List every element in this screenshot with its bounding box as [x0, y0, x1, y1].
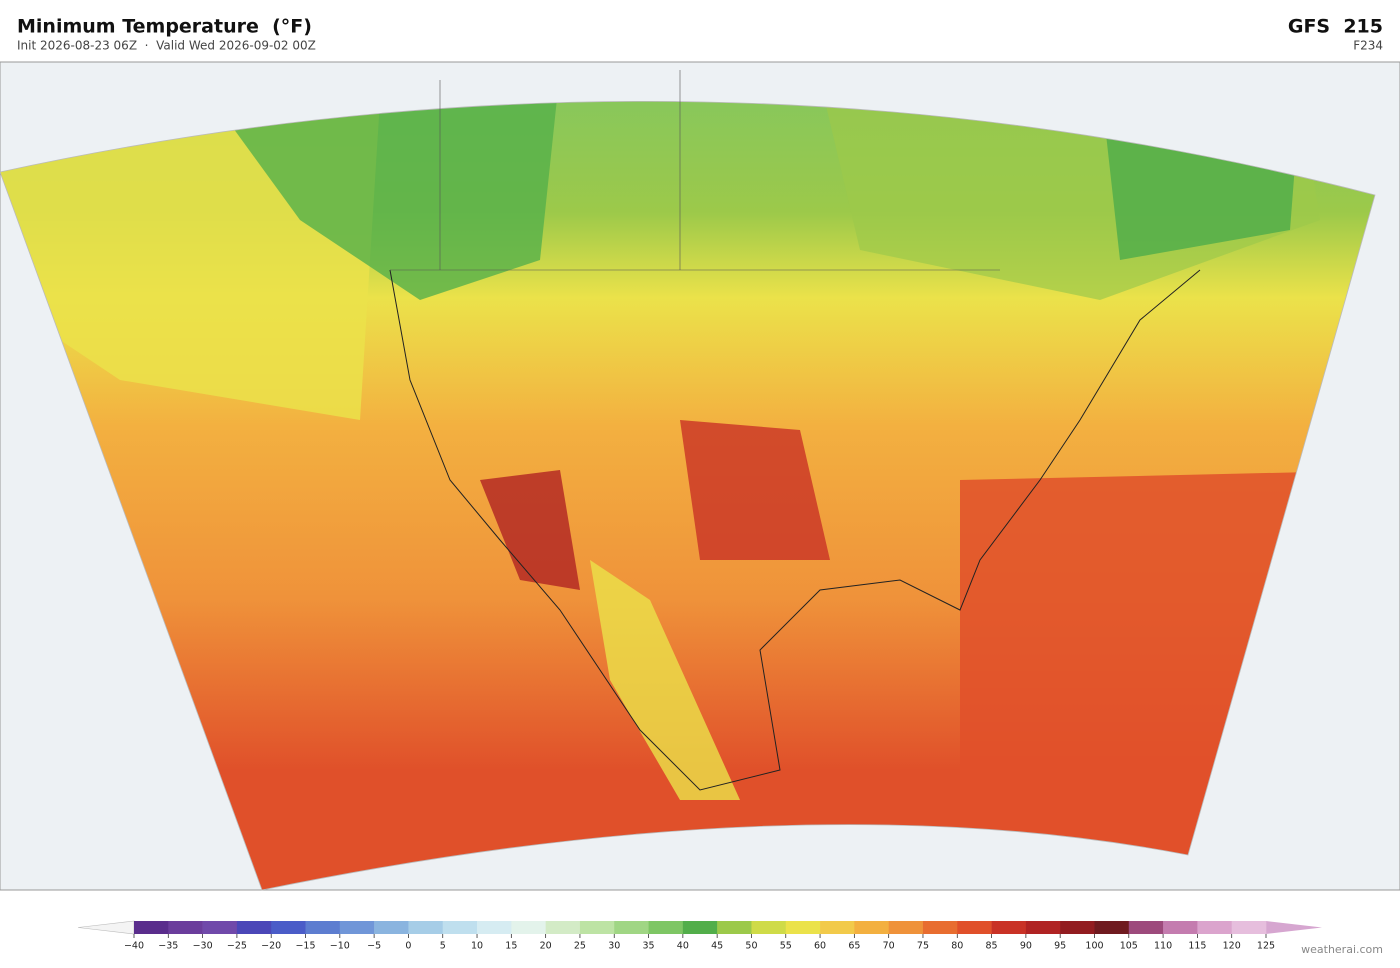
colorbar-tick-label: 70 — [883, 941, 895, 952]
colorbar-tick-label: 0 — [405, 941, 411, 952]
colorbar-segment — [820, 921, 855, 934]
colorbar-segment — [1128, 921, 1164, 934]
colorbar-segment — [271, 921, 306, 934]
colorbar-tick-label: 85 — [986, 941, 998, 952]
map-subtitle: Init 2026-08-23 06Z · Valid Wed 2026-09-… — [17, 39, 316, 53]
colorbar-tick-label: 80 — [951, 941, 963, 952]
colorbar-tick-label: 25 — [574, 941, 586, 952]
colorbar-segment — [545, 921, 581, 934]
colorbar-segment — [1197, 921, 1232, 934]
colorbar-segment — [854, 921, 889, 934]
colorbar-tick-label: −5 — [367, 941, 381, 952]
forecast-hour: F234 — [1353, 39, 1383, 53]
colorbar-tick-label: 65 — [848, 941, 860, 952]
colorbar-tick-label: −15 — [295, 941, 315, 952]
colorbar-tick-label: 45 — [711, 941, 723, 952]
colorbar-tick-label: 15 — [505, 941, 517, 952]
colorbar-tick-label: −20 — [261, 941, 281, 952]
colorbar-tick-label: 30 — [608, 941, 620, 952]
colorbar-tick-label: −10 — [330, 941, 350, 952]
colorbar-segment — [236, 921, 272, 934]
colorbar-tick-label: 125 — [1257, 941, 1275, 952]
colorbar-tick-label: −40 — [124, 941, 144, 952]
colorbar-under — [77, 920, 135, 935]
colorbar-tick-label: 110 — [1154, 941, 1172, 952]
colorbar-segment — [374, 921, 409, 934]
colorbar-tick-label: 5 — [440, 941, 446, 952]
map — [0, 61, 1400, 891]
colorbar-tick-label: 35 — [642, 941, 654, 952]
colorbar-segment — [477, 921, 512, 934]
colorbar-over — [1266, 921, 1322, 934]
colorbar-segment — [717, 921, 752, 934]
colorbar-tick-label: 90 — [1020, 941, 1032, 952]
colorbar-segment — [991, 921, 1027, 934]
colorbar-tick-label: 115 — [1188, 941, 1206, 952]
colorbar-segment — [339, 921, 375, 934]
colorbar-segment — [1163, 921, 1198, 934]
colorbar-segment — [957, 921, 992, 934]
colorbar-tick-label: 20 — [540, 941, 552, 952]
credit: weatherai.com — [1301, 943, 1383, 956]
colorbar: −40 −35 −30 −25 −20 −15 −10 −5 0 5 10 15 20 25 30 35 40 4… — [77, 920, 1322, 952]
colorbar-segment — [408, 921, 444, 934]
colorbar-tick-label: −25 — [227, 941, 247, 952]
colorbar-segment — [442, 921, 478, 934]
model-label: GFS 215 — [1288, 16, 1383, 38]
colorbar-segment — [1094, 921, 1130, 934]
colorbar-segment — [1025, 921, 1061, 934]
colorbar-tick-label: 50 — [745, 941, 757, 952]
colorbar-tick-label: 40 — [677, 941, 689, 952]
colorbar-segment — [614, 921, 649, 934]
colorbar-segment — [888, 921, 924, 934]
colorbar-segment — [305, 921, 341, 934]
colorbar-segment — [168, 921, 203, 934]
map-title: Minimum Temperature (°F) — [17, 16, 312, 38]
colorbar-segment — [202, 921, 238, 934]
colorbar-segment — [134, 921, 169, 934]
colorbar-segment — [785, 921, 821, 934]
colorbar-tick-label: 105 — [1120, 941, 1138, 952]
colorbar-tick-label: 100 — [1085, 941, 1103, 952]
colorbar-segment — [682, 921, 718, 934]
colorbar-segment — [922, 921, 958, 934]
colorbar-tick-label: −30 — [193, 941, 213, 952]
colorbar-tick-label: 55 — [780, 941, 792, 952]
colorbar-segment — [751, 921, 787, 934]
colorbar-tick-label: 60 — [814, 941, 826, 952]
colorbar-tick-label: 10 — [471, 941, 483, 952]
colorbar-segment — [648, 921, 684, 934]
colorbar-segment — [1060, 921, 1095, 934]
colorbar-tick-label: −35 — [158, 941, 178, 952]
colorbar-segment — [511, 921, 546, 934]
colorbar-segment — [579, 921, 615, 934]
colorbar-tick-label: 120 — [1223, 941, 1241, 952]
colorbar-tick-label: 95 — [1054, 941, 1066, 952]
colorbar-segment — [1231, 921, 1267, 934]
colorbar-tick-label: 75 — [917, 941, 929, 952]
